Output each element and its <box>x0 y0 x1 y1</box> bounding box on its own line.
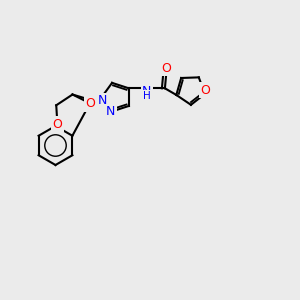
Text: N: N <box>98 94 107 107</box>
Text: N: N <box>106 106 115 118</box>
Text: H: H <box>143 91 151 101</box>
Text: O: O <box>200 84 210 97</box>
Text: O: O <box>85 97 95 110</box>
Text: O: O <box>52 118 62 130</box>
Text: N: N <box>142 85 152 98</box>
Text: O: O <box>161 62 171 75</box>
